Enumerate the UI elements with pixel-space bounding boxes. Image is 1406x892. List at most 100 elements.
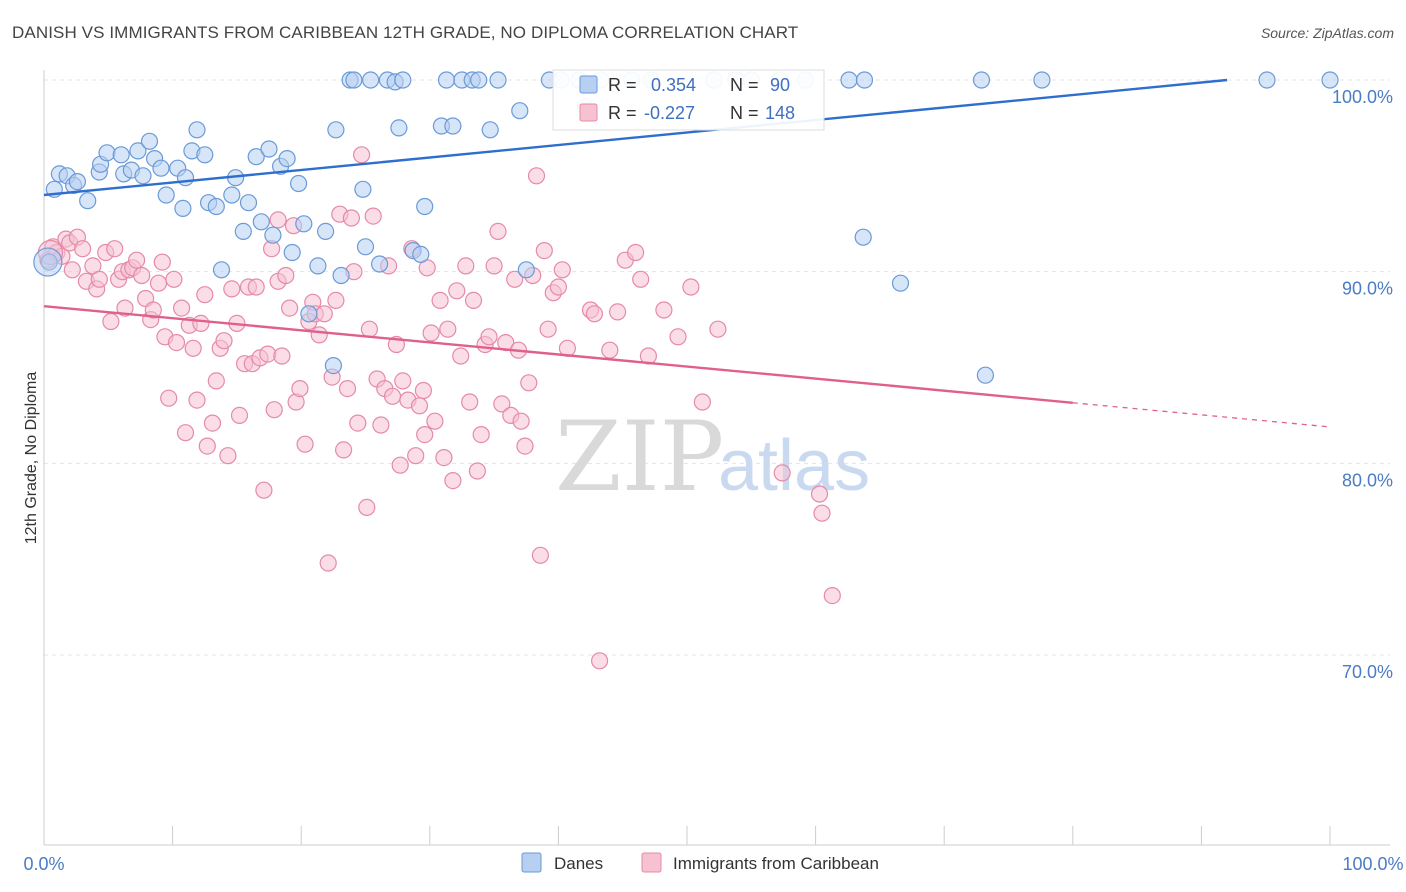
stats-danes-swatch (579, 75, 598, 94)
caribbean-point (259, 345, 277, 363)
y-tick-label: 100.0% (1332, 87, 1393, 107)
caribbean-point (407, 447, 425, 465)
danes-point (157, 186, 175, 204)
caribbean-point (160, 389, 178, 407)
danes-point (252, 213, 270, 231)
caribbean-point (682, 278, 700, 296)
caribbean-point (296, 435, 314, 453)
caribbean-point (215, 332, 233, 350)
caribbean-point (335, 441, 353, 459)
danes-point (98, 144, 116, 162)
caribbean-point (590, 652, 609, 670)
danes-point (295, 215, 313, 233)
danes-point (300, 305, 318, 323)
danes-point (79, 192, 97, 210)
caribbean-point (133, 266, 151, 285)
caribbean-point (813, 504, 831, 522)
caribbean-point (90, 270, 108, 288)
caribbean-point (444, 472, 462, 490)
danes-point (278, 150, 296, 168)
caribbean-point (461, 393, 479, 411)
caribbean-point (426, 412, 444, 430)
watermark-zip: ZIP (555, 401, 724, 513)
caribbean-point (364, 207, 382, 225)
danes-point (481, 121, 499, 139)
danes-point (354, 180, 372, 198)
caribbean-point (410, 397, 429, 415)
caribbean-point (358, 498, 376, 516)
caribbean-point (535, 242, 553, 260)
stats-carib-r-value: -0.227 (644, 103, 695, 123)
danes-point (976, 366, 995, 384)
caribbean-point (102, 312, 120, 331)
stats-box: R = 0.354 N = 90 R = -0.227 N = 148 (552, 69, 825, 131)
danes-point (416, 197, 434, 216)
legend-carib-label: Immigrants from Caribbean (673, 854, 879, 873)
caribbean-point (153, 253, 171, 271)
danes-point (489, 71, 507, 89)
caribbean-point (391, 456, 409, 474)
caribbean-point (773, 464, 791, 482)
danes-point (317, 222, 335, 240)
caribbean-point (472, 426, 490, 444)
caribbean-point (626, 243, 645, 262)
caribbean-point (184, 339, 202, 357)
caribbean-point (116, 299, 134, 317)
x-tick-marks (43, 826, 1331, 845)
caribbean-point (167, 334, 186, 352)
legend-danes-label: Danes (554, 854, 603, 873)
caribbean-point (531, 546, 550, 564)
danes-point (412, 245, 430, 263)
danes-point (1258, 71, 1276, 89)
caribbean-point (457, 257, 475, 275)
caribbean-point (173, 299, 191, 317)
danes-point (327, 121, 345, 139)
danes-point (324, 357, 342, 375)
danes-point (444, 117, 462, 135)
caribbean-point (416, 426, 434, 444)
legend: Danes Immigrants from Caribbean (521, 852, 879, 873)
caribbean-point (493, 395, 511, 413)
danes-cluster-point (33, 247, 63, 277)
caribbean-point (372, 416, 390, 434)
caribbean-point (203, 414, 222, 432)
danes-point (239, 194, 258, 212)
caribbean-point (360, 320, 378, 338)
danes-point (68, 173, 87, 191)
danes-point (152, 159, 170, 177)
caribbean-point (823, 586, 841, 605)
danes-point (140, 132, 159, 150)
stats-box-frame (552, 69, 825, 131)
caribbean-point (310, 326, 328, 344)
danes-point (891, 274, 910, 292)
caribbean-point (165, 270, 183, 288)
legend-carib-swatch (641, 852, 662, 873)
danes-point (356, 238, 375, 256)
danes-point (511, 102, 529, 120)
caribbean-point (230, 406, 249, 424)
stats-danes-r-value: 0.354 (651, 75, 696, 95)
danes-point (283, 243, 301, 262)
danes-point (174, 199, 192, 217)
caribbean-point (516, 437, 534, 455)
caribbean-point (223, 280, 241, 298)
caribbean-point (73, 240, 92, 258)
caribbean-point (63, 261, 81, 279)
caribbean-point (601, 341, 619, 359)
caribbean-point (255, 481, 273, 499)
caribbean-point (281, 299, 299, 317)
caribbean-point (480, 328, 498, 346)
caribbean-point (188, 391, 206, 409)
caribbean-point (810, 485, 829, 503)
danes-point (234, 222, 252, 240)
y-tick-label: 80.0% (1342, 470, 1393, 490)
caribbean-point (273, 347, 291, 365)
caribbean-point (106, 240, 124, 258)
danes-point (207, 197, 225, 216)
danes-point (134, 167, 152, 185)
caribbean-point (452, 347, 470, 365)
stats-danes-r-label: R = (608, 75, 637, 95)
stats-carib-r-label: R = (608, 103, 637, 123)
y-tick-labels: 70.0% 80.0% 90.0% 100.0% (1332, 87, 1393, 682)
